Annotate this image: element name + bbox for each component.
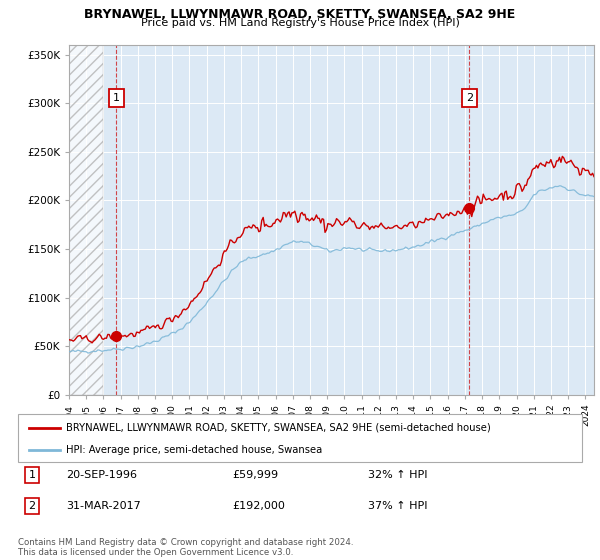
Text: £192,000: £192,000	[232, 501, 285, 511]
Text: Contains HM Land Registry data © Crown copyright and database right 2024.
This d: Contains HM Land Registry data © Crown c…	[18, 538, 353, 557]
Text: Price paid vs. HM Land Registry's House Price Index (HPI): Price paid vs. HM Land Registry's House …	[140, 18, 460, 29]
Text: 1: 1	[29, 470, 35, 480]
FancyBboxPatch shape	[18, 414, 582, 462]
Text: 31-MAR-2017: 31-MAR-2017	[66, 501, 140, 511]
Text: 20-SEP-1996: 20-SEP-1996	[66, 470, 137, 480]
Text: 37% ↑ HPI: 37% ↑ HPI	[368, 501, 427, 511]
Text: 2: 2	[29, 501, 35, 511]
Text: 1: 1	[113, 94, 120, 103]
Text: 32% ↑ HPI: 32% ↑ HPI	[368, 470, 427, 480]
Text: BRYNAWEL, LLWYNMAWR ROAD, SKETTY, SWANSEA, SA2 9HE (semi-detached house): BRYNAWEL, LLWYNMAWR ROAD, SKETTY, SWANSE…	[66, 423, 491, 433]
Text: £59,999: £59,999	[232, 470, 278, 480]
Text: 2: 2	[466, 94, 473, 103]
Text: HPI: Average price, semi-detached house, Swansea: HPI: Average price, semi-detached house,…	[66, 445, 322, 455]
Text: BRYNAWEL, LLWYNMAWR ROAD, SKETTY, SWANSEA, SA2 9HE: BRYNAWEL, LLWYNMAWR ROAD, SKETTY, SWANSE…	[85, 8, 515, 21]
